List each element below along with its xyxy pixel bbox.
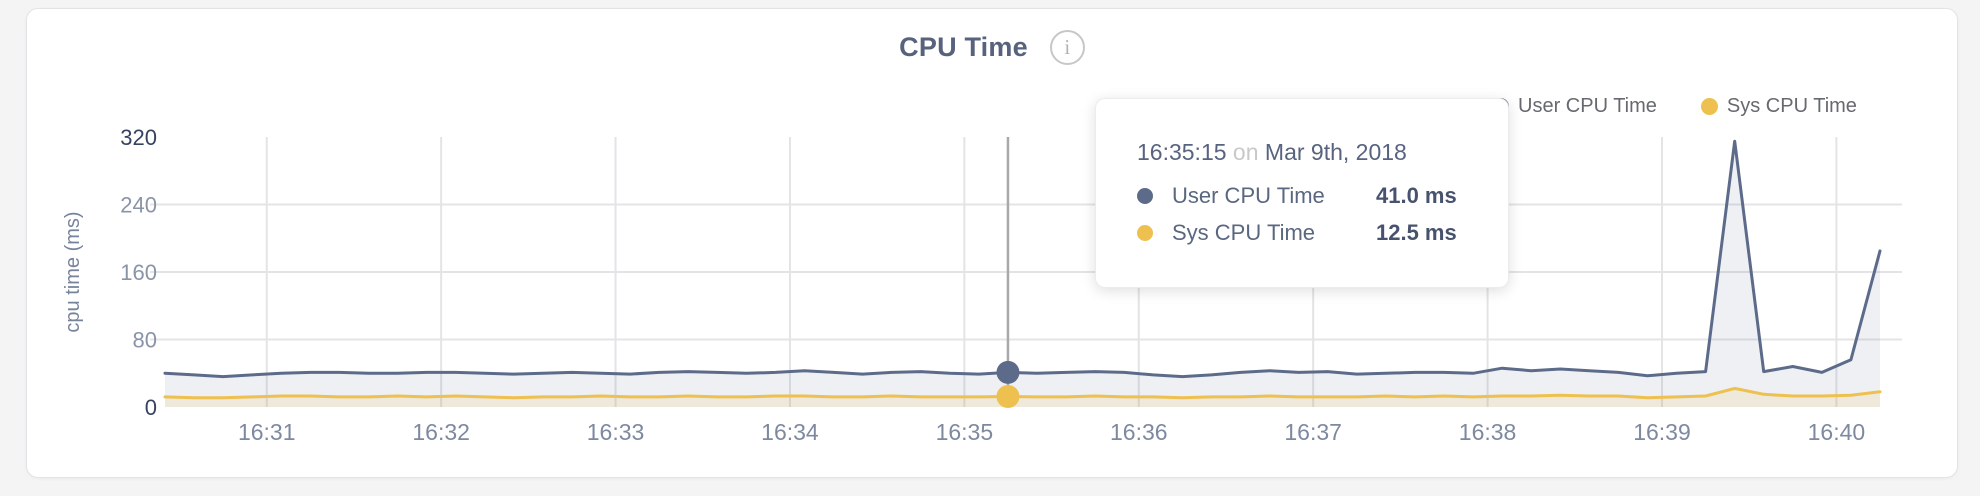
x-tick-label: 16:37	[1284, 419, 1342, 445]
legend: User CPU Time Sys CPU Time	[1492, 95, 1857, 118]
tooltip-connector: on	[1232, 139, 1259, 165]
y-tick-label: 0	[145, 395, 157, 420]
x-tick-label: 16:31	[238, 419, 296, 445]
x-tick-label: 16:38	[1459, 419, 1517, 445]
tooltip-header: 16:35:15 on Mar 9th, 2018	[1137, 139, 1480, 166]
tooltip-series-label: User CPU Time	[1172, 183, 1325, 208]
tooltip-date: Mar 9th, 2018	[1264, 139, 1407, 165]
chart-title-row: CPU Time i	[26, 30, 1958, 65]
tooltip-time: 16:35:15	[1137, 139, 1227, 165]
y-tick-label: 240	[120, 193, 157, 218]
y-tick-label: 160	[120, 260, 157, 285]
series-line	[163, 386, 1882, 400]
hover-dot	[996, 384, 1020, 408]
chart-card	[26, 8, 1958, 478]
x-tick-label: 16:35	[936, 419, 994, 445]
y-axis-label: cpu time (ms)	[62, 211, 84, 332]
hover-dot	[996, 360, 1020, 384]
x-tick-label: 16:34	[761, 419, 819, 445]
x-tick-label: 16:36	[1110, 419, 1168, 445]
tooltip-sys-dot-icon	[1137, 225, 1153, 241]
series-line	[163, 139, 1882, 379]
legend-dot-sys-icon	[1700, 98, 1718, 115]
tooltip: 16:35:15 on Mar 9th, 2018 User CPU Time …	[1095, 98, 1509, 288]
legend-item-user[interactable]: User CPU Time	[1492, 95, 1657, 118]
legend-label-sys: Sys CPU Time	[1726, 95, 1857, 117]
x-tick-label: 16:40	[1808, 419, 1866, 445]
y-tick-label: 80	[133, 328, 157, 353]
legend-label-user: User CPU Time	[1518, 95, 1657, 117]
info-icon[interactable]: i	[1049, 30, 1085, 65]
x-tick-label: 16:39	[1633, 419, 1691, 445]
tooltip-user-dot-icon	[1137, 188, 1153, 204]
tooltip-series-value: 41.0 ms	[1376, 183, 1457, 208]
x-tick-label: 16:32	[412, 419, 470, 445]
tooltip-series-value: 12.5 ms	[1376, 220, 1457, 245]
tooltip-row: User CPU Time 41.0 ms	[1137, 183, 1480, 209]
legend-item-sys[interactable]: Sys CPU Time	[1700, 95, 1857, 118]
y-tick-label: 320	[120, 125, 157, 150]
tooltip-series-label: Sys CPU Time	[1172, 220, 1316, 245]
tooltip-rows: User CPU Time 41.0 ms Sys CPU Time 12.5 …	[1137, 183, 1480, 246]
tooltip-row: Sys CPU Time 12.5 ms	[1137, 220, 1480, 246]
x-tick-label: 16:33	[587, 419, 645, 445]
page-title: CPU Time	[899, 32, 1028, 62]
series-area	[165, 141, 1880, 407]
